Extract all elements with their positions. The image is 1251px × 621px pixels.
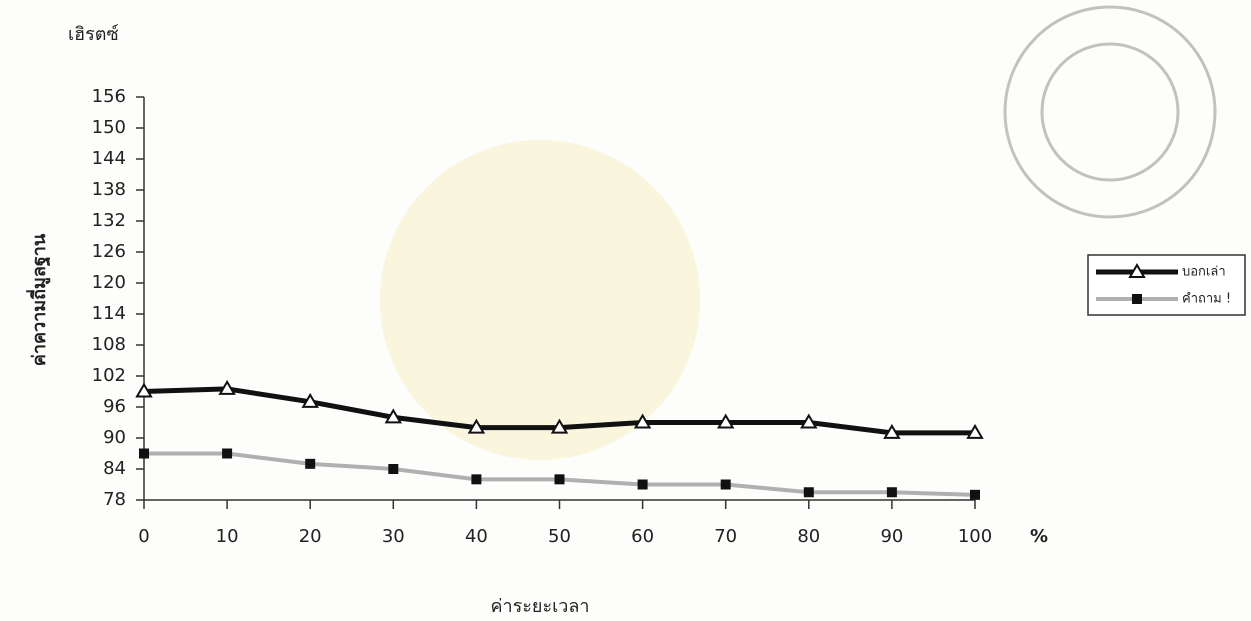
marker xyxy=(139,448,149,459)
x-tick-label: 30 xyxy=(382,526,405,547)
marker xyxy=(550,418,569,434)
y-tick-label: 90 xyxy=(103,427,126,448)
marker xyxy=(384,408,403,424)
y-unit-label: เฮิรตซ์ xyxy=(68,24,119,45)
marker xyxy=(637,479,648,490)
marker xyxy=(883,423,901,439)
marker xyxy=(222,448,233,459)
x-tick-label: 50 xyxy=(548,526,571,547)
x-tick-label: 80 xyxy=(797,526,820,547)
legend-label: บอกเล่า xyxy=(1182,265,1226,280)
marker xyxy=(970,489,980,500)
marker xyxy=(966,423,984,439)
legend-box xyxy=(1087,254,1246,316)
stamp xyxy=(1003,5,1217,219)
x-tick-label: 100 xyxy=(958,526,992,547)
stamp-ring xyxy=(1003,5,1217,219)
marker xyxy=(467,418,486,434)
marker xyxy=(471,474,482,485)
y-tick-label: 150 xyxy=(92,117,126,138)
x-tick-label: 0 xyxy=(138,526,149,547)
y-tick-label: 156 xyxy=(92,86,126,107)
y-axis-label: ค่าความถี่มูลฐาน xyxy=(26,233,51,366)
watermark xyxy=(380,140,700,460)
x-tick-label: 10 xyxy=(216,526,239,547)
y-tick-label: 126 xyxy=(92,241,126,262)
y-tick-label: 78 xyxy=(103,489,126,510)
marker xyxy=(720,479,731,490)
marker xyxy=(305,458,316,469)
x-axis-label: ค่าระยะเวลา xyxy=(490,596,589,617)
stamp-ring xyxy=(1040,42,1180,182)
y-tick-label: 138 xyxy=(92,179,126,200)
x-tick-label: 70 xyxy=(714,526,737,547)
marker xyxy=(554,474,565,485)
marker xyxy=(803,487,814,498)
y-tick-label: 102 xyxy=(92,365,126,386)
y-tick-label: 120 xyxy=(92,272,126,293)
marker xyxy=(716,413,735,429)
x-tick-label: 90 xyxy=(880,526,903,547)
x-tick-label: 40 xyxy=(465,526,488,547)
marker xyxy=(388,464,399,474)
marker xyxy=(886,487,897,498)
y-tick-label: 144 xyxy=(92,148,126,169)
marker xyxy=(301,392,319,408)
y-tick-label: 114 xyxy=(92,303,126,324)
y-tick-label: 108 xyxy=(92,334,126,355)
marker xyxy=(218,379,236,395)
x-unit-label: % xyxy=(1030,526,1048,547)
marker xyxy=(800,413,818,429)
legend-label: คำถาม ! xyxy=(1182,292,1231,307)
x-tick-label: 20 xyxy=(299,526,322,547)
legend-marker xyxy=(1132,294,1142,304)
x-tick-label: 60 xyxy=(631,526,654,547)
y-tick-label: 132 xyxy=(92,210,126,231)
marker xyxy=(135,382,153,398)
marker xyxy=(633,413,652,429)
y-tick-label: 84 xyxy=(103,458,126,479)
y-tick-label: 96 xyxy=(103,396,126,417)
legend-marker xyxy=(1128,263,1146,278)
